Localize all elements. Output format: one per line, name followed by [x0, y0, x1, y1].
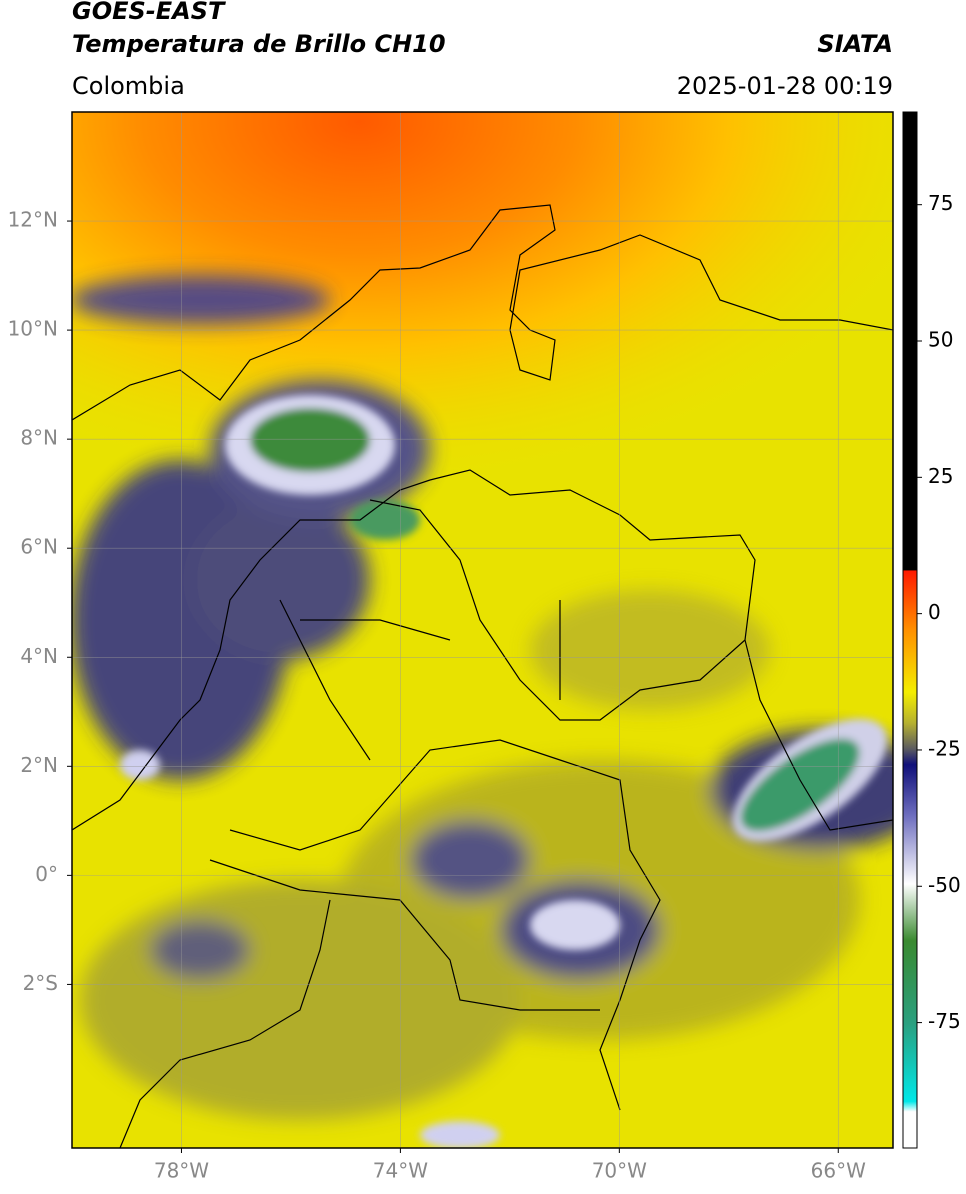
colorbar-tick-label: -50	[928, 873, 961, 897]
colorbar-tick-label: 50	[928, 328, 953, 352]
colorbar-tick-label: -25	[928, 736, 961, 760]
y-tick-label: 2°N	[20, 753, 58, 777]
x-tick-label: 74°W	[373, 1159, 428, 1183]
y-tick-label: 10°N	[8, 317, 58, 341]
satellite-image	[72, 112, 893, 1148]
region: Colombia	[72, 72, 185, 100]
x-tick-label: 70°W	[592, 1159, 647, 1183]
y-tick-label: 0°	[35, 862, 58, 886]
source: SIATA	[817, 30, 893, 58]
map-frame	[71, 111, 894, 1149]
y-tick-label: 8°N	[20, 426, 58, 450]
x-tick-label: 78°W	[154, 1159, 209, 1183]
title: GOES-EAST	[72, 0, 226, 25]
colorbar-tick-label: 0	[928, 600, 941, 624]
y-tick-label: 2°S	[23, 971, 58, 995]
colorbar-tick-label: 25	[928, 464, 953, 488]
timestamp: 2025-01-28 00:19	[677, 72, 893, 100]
y-tick-label: 4°N	[20, 644, 58, 668]
colorbar	[902, 111, 918, 1149]
colorbar-tick-label: 75	[928, 191, 953, 215]
x-tick-label: 66°W	[811, 1159, 866, 1183]
y-tick-label: 12°N	[8, 208, 58, 232]
colorbar-tick-label: -75	[928, 1009, 961, 1033]
y-tick-label: 6°N	[20, 535, 58, 559]
subtitle: Temperatura de Brillo CH10	[72, 30, 446, 58]
